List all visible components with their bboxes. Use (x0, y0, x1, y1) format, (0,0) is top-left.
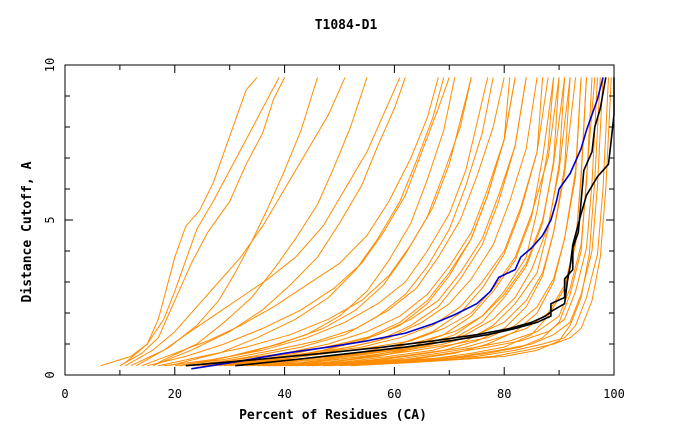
series-line-36 (295, 77, 582, 367)
series-line-2 (125, 77, 346, 367)
series-line-38 (328, 77, 596, 367)
series-line-42 (202, 77, 456, 364)
chart-title: T1084-D1 (315, 18, 378, 33)
series-line-44 (301, 77, 555, 364)
axis-ticks (64, 64, 615, 376)
series-line-33 (262, 77, 560, 367)
y-tick-label-0: 0 (43, 371, 57, 378)
y-tick-label-10: 10 (43, 58, 57, 72)
series-line-5 (147, 77, 450, 367)
series-line-24 (136, 77, 318, 367)
series-line-7 (163, 77, 489, 367)
x-tick-label-0: 0 (61, 387, 68, 401)
series-line-28 (196, 77, 494, 367)
series-line-31 (240, 77, 544, 367)
series-line-8 (174, 77, 505, 367)
x-tick-label-20: 20 (168, 387, 182, 401)
series-line-4 (141, 77, 439, 367)
series-line-47 (185, 77, 615, 367)
series-line-25 (152, 77, 406, 367)
series-line-40 (125, 77, 280, 363)
x-tick-labels: 0 20 40 60 80 100 (61, 387, 624, 401)
series-line-6 (158, 77, 472, 367)
series-line-41 (158, 77, 368, 364)
series-line-10 (191, 77, 527, 367)
plot-area (100, 77, 615, 370)
x-axis-label: Percent of Residues (CA) (239, 408, 427, 423)
series-line-32 (251, 77, 555, 367)
series-line-43 (246, 77, 511, 364)
x-tick-label-60: 60 (387, 387, 401, 401)
series-line-35 (284, 77, 571, 367)
series-line-37 (312, 77, 587, 367)
x-tick-label-40: 40 (277, 387, 291, 401)
x-tick-label-100: 100 (603, 387, 625, 401)
series-line-26 (169, 77, 445, 367)
series-line-39 (350, 77, 601, 367)
x-tick-label-80: 80 (497, 387, 511, 401)
y-tick-label-5: 5 (43, 216, 57, 223)
series-line-34 (273, 77, 566, 367)
series-line-1 (119, 77, 286, 367)
y-axis-label: Distance Cutoff, A (20, 161, 35, 302)
series-line-45 (191, 77, 604, 370)
y-tick-labels: 0 5 10 (43, 58, 57, 379)
